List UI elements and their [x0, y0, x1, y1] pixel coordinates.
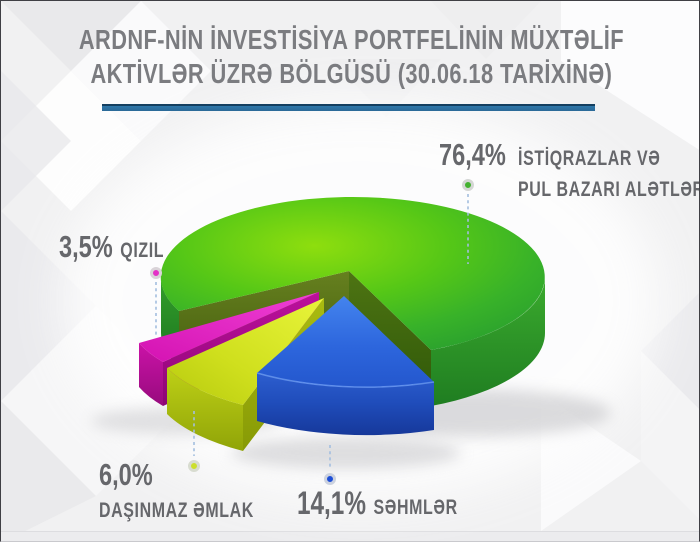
- label-realestate-name: DAŞINMAZ ƏMLAK: [99, 499, 254, 522]
- callout-connectors: [155, 194, 469, 469]
- marker-dot-bonds: [462, 179, 474, 191]
- label-stocks-pct: 14,1%: [297, 485, 366, 521]
- label-realestate: 6,0% DAŞINMAZ ƏMLAK: [99, 457, 254, 523]
- marker-dot-realestate: [188, 460, 200, 472]
- label-bonds-line2: PUL BAZARI ALƏTLƏRİ: [518, 178, 700, 201]
- chart-title-line1: ARDNF-NİN İNVESTİSİYA PORTFELİNİN MÜXTƏL…: [78, 24, 624, 55]
- label-gold-pct: 3,5%: [59, 229, 113, 264]
- marker-dot-stocks: [324, 473, 336, 485]
- callout-dots: [150, 179, 474, 485]
- label-realestate-pct: 6,0%: [99, 457, 153, 492]
- marker-dot-gold: [150, 267, 162, 279]
- label-gold-name: QIZIL: [120, 239, 165, 262]
- label-stocks: 14,1% SƏHMLƏR: [297, 485, 458, 522]
- chart-title-line2: AKTİVLƏR ÜZRƏ BÖLGÜSÜ (30.06.18 TARİXİNƏ…: [90, 58, 612, 89]
- label-bonds-line1: İSTİQRAZLAR VƏ: [518, 147, 661, 170]
- label-bonds-pct: 76,4%: [439, 137, 506, 172]
- label-stocks-name: SƏHMLƏR: [373, 496, 458, 519]
- bottom-strip: [1, 531, 699, 541]
- label-bonds: 76,4% İSTİQRAZLAR VƏ PUL BAZARI ALƏTLƏRİ: [439, 137, 700, 202]
- pie-slice-stocks: [256, 296, 435, 436]
- label-gold: 3,5% QIZIL: [59, 229, 164, 265]
- title-underline: [102, 104, 595, 111]
- chart-title: ARDNF-NİN İNVESTİSİYA PORTFELİNİN MÜXTƏL…: [1, 23, 699, 91]
